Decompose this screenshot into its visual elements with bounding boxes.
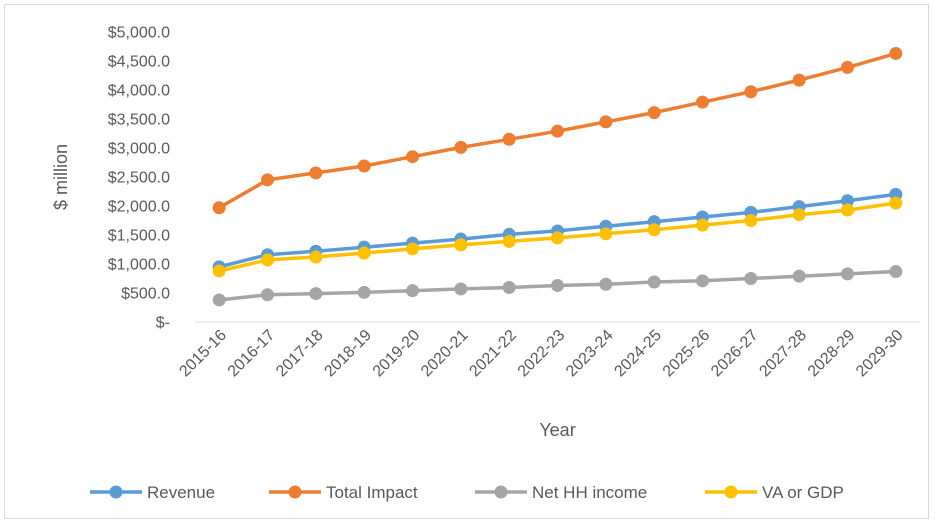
x-tick-label: 2027-28 <box>756 327 810 381</box>
data-point <box>357 285 371 299</box>
x-tick-label: 2024-25 <box>611 327 665 381</box>
data-point <box>599 227 613 241</box>
x-tick-label: 2023-24 <box>563 327 617 381</box>
data-point <box>309 166 323 180</box>
data-point <box>502 280 516 294</box>
y-tick-label: $2,000.0 <box>108 199 170 216</box>
legend-label: Net HH income <box>532 483 647 502</box>
x-axis-title: Year <box>539 420 575 440</box>
data-point <box>551 278 564 292</box>
data-point <box>406 150 419 164</box>
data-point <box>454 238 468 252</box>
data-point <box>357 159 371 173</box>
y-tick-label: $- <box>156 315 170 332</box>
legend-label: Revenue <box>147 483 215 502</box>
data-point <box>309 250 323 264</box>
data-point <box>792 208 806 222</box>
data-point <box>212 293 226 307</box>
data-point <box>792 269 806 283</box>
x-axis-ticks: 2015-162016-172017-182018-192019-202020-… <box>176 327 906 381</box>
y-tick-label: $4,000.0 <box>108 83 170 100</box>
data-point <box>841 203 854 217</box>
x-tick-label: 2029-30 <box>853 327 907 381</box>
y-tick-label: $3,500.0 <box>108 112 170 129</box>
data-point <box>841 267 854 281</box>
legend-label: Total Impact <box>326 483 418 502</box>
y-axis-ticks: $- $500.0 $1,000.0 $1,500.0 $2,000.0 $2,500.0… <box>108 25 170 332</box>
y-tick-label: $1,000.0 <box>108 257 170 274</box>
x-tick-label: 2022-23 <box>515 327 569 381</box>
x-tick-label: 2019-20 <box>370 327 424 381</box>
data-point <box>647 275 661 289</box>
x-tick-label: 2018-19 <box>321 327 375 381</box>
legend-swatch-marker <box>109 485 123 499</box>
data-point <box>406 242 419 256</box>
y-tick-label: $2,500.0 <box>108 170 170 187</box>
x-tick-label: 2021-22 <box>466 327 520 381</box>
data-point <box>551 124 564 138</box>
data-point <box>454 282 468 296</box>
x-tick-label: 2015-16 <box>176 327 230 381</box>
y-tick-label: $500.0 <box>121 286 170 303</box>
x-tick-label: 2026-27 <box>708 327 762 381</box>
data-point <box>406 284 419 298</box>
x-tick-label: 2025-26 <box>660 327 714 381</box>
data-point <box>889 265 903 279</box>
data-point <box>792 73 806 87</box>
data-point <box>261 173 274 187</box>
x-tick-label: 2028-29 <box>805 327 859 381</box>
data-point <box>696 274 709 288</box>
data-point <box>841 194 854 208</box>
data-point <box>744 214 758 227</box>
y-tick-label: $3,000.0 <box>108 141 170 158</box>
data-point <box>647 223 661 237</box>
data-point <box>744 272 758 285</box>
data-point <box>502 234 516 248</box>
data-point <box>599 115 613 129</box>
data-point <box>502 132 516 146</box>
data-point <box>551 231 564 245</box>
y-axis-title: $ million <box>51 144 71 210</box>
legend-swatch-marker <box>494 485 508 499</box>
data-point <box>357 246 371 260</box>
data-point <box>261 288 274 302</box>
x-tick-label: 2017-18 <box>273 327 327 381</box>
data-point <box>889 46 903 60</box>
data-point <box>309 287 323 301</box>
legend-swatch-marker <box>288 485 302 499</box>
chart-frame: $- $500.0 $1,000.0 $1,500.0 $2,000.0 $2,500.0… <box>4 4 929 519</box>
data-point <box>454 140 468 154</box>
data-point <box>261 253 274 267</box>
data-point <box>889 196 903 210</box>
line-chart: $- $500.0 $1,000.0 $1,500.0 $2,000.0 $2,500.0… <box>51 25 920 502</box>
data-point <box>696 218 709 232</box>
y-tick-label: $5,000.0 <box>108 25 170 42</box>
data-point <box>647 106 661 120</box>
data-point <box>212 201 226 215</box>
x-tick-label: 2020-21 <box>418 327 472 381</box>
data-point <box>696 95 709 109</box>
data-point <box>212 264 226 278</box>
series-layer <box>212 46 903 307</box>
data-point <box>744 85 758 99</box>
data-point <box>841 60 854 74</box>
data-point <box>599 277 613 291</box>
x-tick-label: 2016-17 <box>225 327 279 381</box>
legend-swatch-marker <box>724 485 738 499</box>
y-tick-label: $4,500.0 <box>108 54 170 71</box>
legend: Revenue Total Impact Net HH income VA or GD… <box>90 483 844 502</box>
y-tick-label: $1,500.0 <box>108 228 170 245</box>
legend-label: VA or GDP <box>762 483 844 502</box>
